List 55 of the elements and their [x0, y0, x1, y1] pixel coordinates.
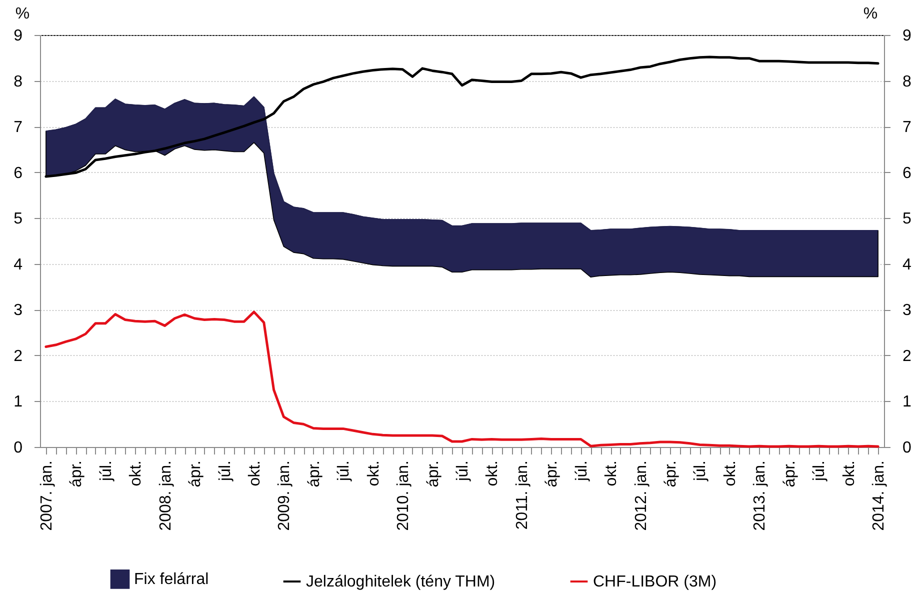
x-tick-label: 2011. jan. — [514, 460, 531, 530]
x-tick-label: okt. — [246, 460, 264, 486]
x-tick-label: júl. — [336, 460, 353, 482]
y2-tick-label: 5 — [902, 210, 912, 228]
y2-tick-label: 9 — [902, 28, 912, 44]
y2-tick-label: 7 — [902, 119, 912, 136]
y-axis-title: % — [15, 6, 30, 22]
y2-tick-label: 6 — [902, 164, 912, 182]
x-tick-label: 2010. jan. — [395, 460, 412, 531]
y2-tick-label: 4 — [902, 256, 912, 274]
y-tick-label: 2 — [14, 348, 23, 365]
x-tick-label: okt. — [603, 460, 620, 486]
y2-tick-label: 3 — [902, 302, 912, 320]
y2-axis-title: % — [863, 6, 878, 22]
y-tick-label: 4 — [14, 256, 23, 274]
y2-tick-label: 8 — [902, 73, 912, 90]
y-tick-label: 9 — [14, 28, 23, 44]
x-tick-label: ápr. — [424, 460, 442, 488]
y2-tick-label: 2 — [902, 348, 912, 365]
x-tick-label: ápr. — [544, 460, 561, 488]
x-tick-label: okt. — [840, 460, 858, 486]
x-tick-label: ápr. — [662, 460, 680, 488]
x-tick-label: 2014. jan. — [870, 460, 888, 531]
x-tick-label: ápr. — [781, 460, 798, 488]
x-tick-label: ápr. — [187, 460, 204, 488]
x-tick-label: okt. — [128, 460, 145, 486]
x-tick-label: 2012. jan. — [632, 460, 650, 531]
x-tick-label: 2013. jan. — [752, 460, 769, 531]
legend-label: CHF-LIBOR (3M) — [593, 574, 717, 590]
x-tick-label: júl. — [811, 460, 828, 482]
x-tick-label: 2008. jan. — [157, 460, 174, 531]
y-tick-label: 3 — [14, 302, 23, 320]
y-tick-label: 0 — [14, 440, 23, 456]
x-tick-label: okt. — [722, 460, 739, 486]
legend-label: Jelzáloghitelek (tény THM) — [306, 574, 496, 590]
x-tick-label: júl. — [98, 460, 115, 482]
y2-tick-label: 1 — [902, 394, 912, 411]
x-tick-label: júl. — [216, 460, 234, 482]
y-tick-label: 6 — [14, 164, 23, 182]
y2-tick-label: 0 — [902, 440, 912, 456]
y-tick-label: 8 — [14, 73, 23, 90]
x-tick-label: ápr. — [68, 460, 86, 488]
x-tick-label: okt. — [484, 460, 502, 486]
x-tick-label: 2009. jan. — [276, 460, 294, 531]
x-tick-label: okt. — [365, 460, 382, 486]
y-tick-label: 1 — [14, 394, 23, 411]
x-tick-label: júl. — [692, 460, 710, 482]
line-series — [44, 310, 880, 448]
x-tick-label: júl. — [454, 460, 472, 482]
y-tick-label: 5 — [14, 210, 23, 228]
x-tick-label: 2007. jan. — [38, 460, 56, 531]
x-tick-label: ápr. — [306, 460, 323, 488]
x-tick-label: júl. — [573, 460, 590, 482]
legend-label: Fix felárral — [134, 571, 209, 588]
y-tick-label: 7 — [14, 119, 23, 136]
